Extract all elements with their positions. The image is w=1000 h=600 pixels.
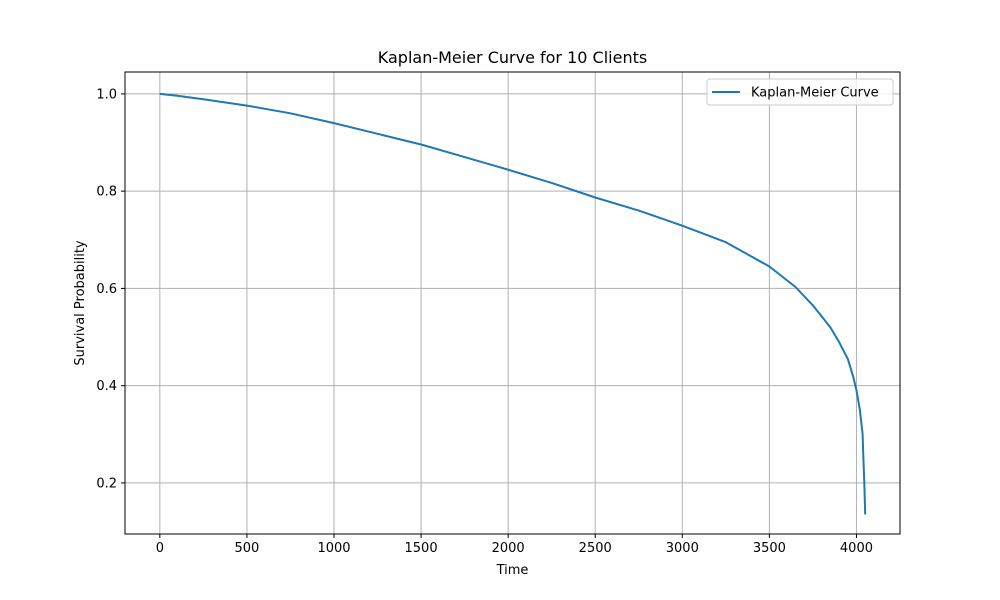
x-tick-label: 2500 xyxy=(579,541,612,556)
series-line-kaplan-meier-curve xyxy=(159,92,867,515)
series-layer xyxy=(159,92,867,515)
x-tick-label: 1500 xyxy=(405,541,438,556)
y-tick-label: 0.8 xyxy=(96,185,117,200)
x-tick-label: 4000 xyxy=(840,541,873,556)
y-tick-label: 1.0 xyxy=(96,87,117,102)
x-tick-label: 500 xyxy=(234,541,259,556)
chart-title: Kaplan-Meier Curve for 10 Clients xyxy=(378,48,647,67)
x-tick-label: 0 xyxy=(156,541,164,556)
y-axis-label: Survival Probability xyxy=(73,240,88,366)
legend-entry-kaplan-meier-curve: Kaplan-Meier Curve xyxy=(751,86,879,101)
legend-box xyxy=(706,78,894,106)
plot-frame xyxy=(124,71,901,535)
grid-layer xyxy=(125,72,900,534)
legend: Kaplan-Meier Curve xyxy=(706,78,894,106)
y-tick-label: 0.4 xyxy=(96,379,117,394)
x-axis-label: Time xyxy=(496,563,529,578)
x-tick-label: 2000 xyxy=(492,541,525,556)
x-tick-label: 1000 xyxy=(317,541,350,556)
y-tick-label: 0.6 xyxy=(96,282,117,297)
y-tick-label: 0.2 xyxy=(96,476,117,491)
x-tick-label: 3500 xyxy=(753,541,786,556)
x-tick-label: 3000 xyxy=(666,541,699,556)
tick-layer: 0 500 1000 1500 2000 2500 3000 3500 4000 0.2 0.4 0.… xyxy=(96,87,873,556)
